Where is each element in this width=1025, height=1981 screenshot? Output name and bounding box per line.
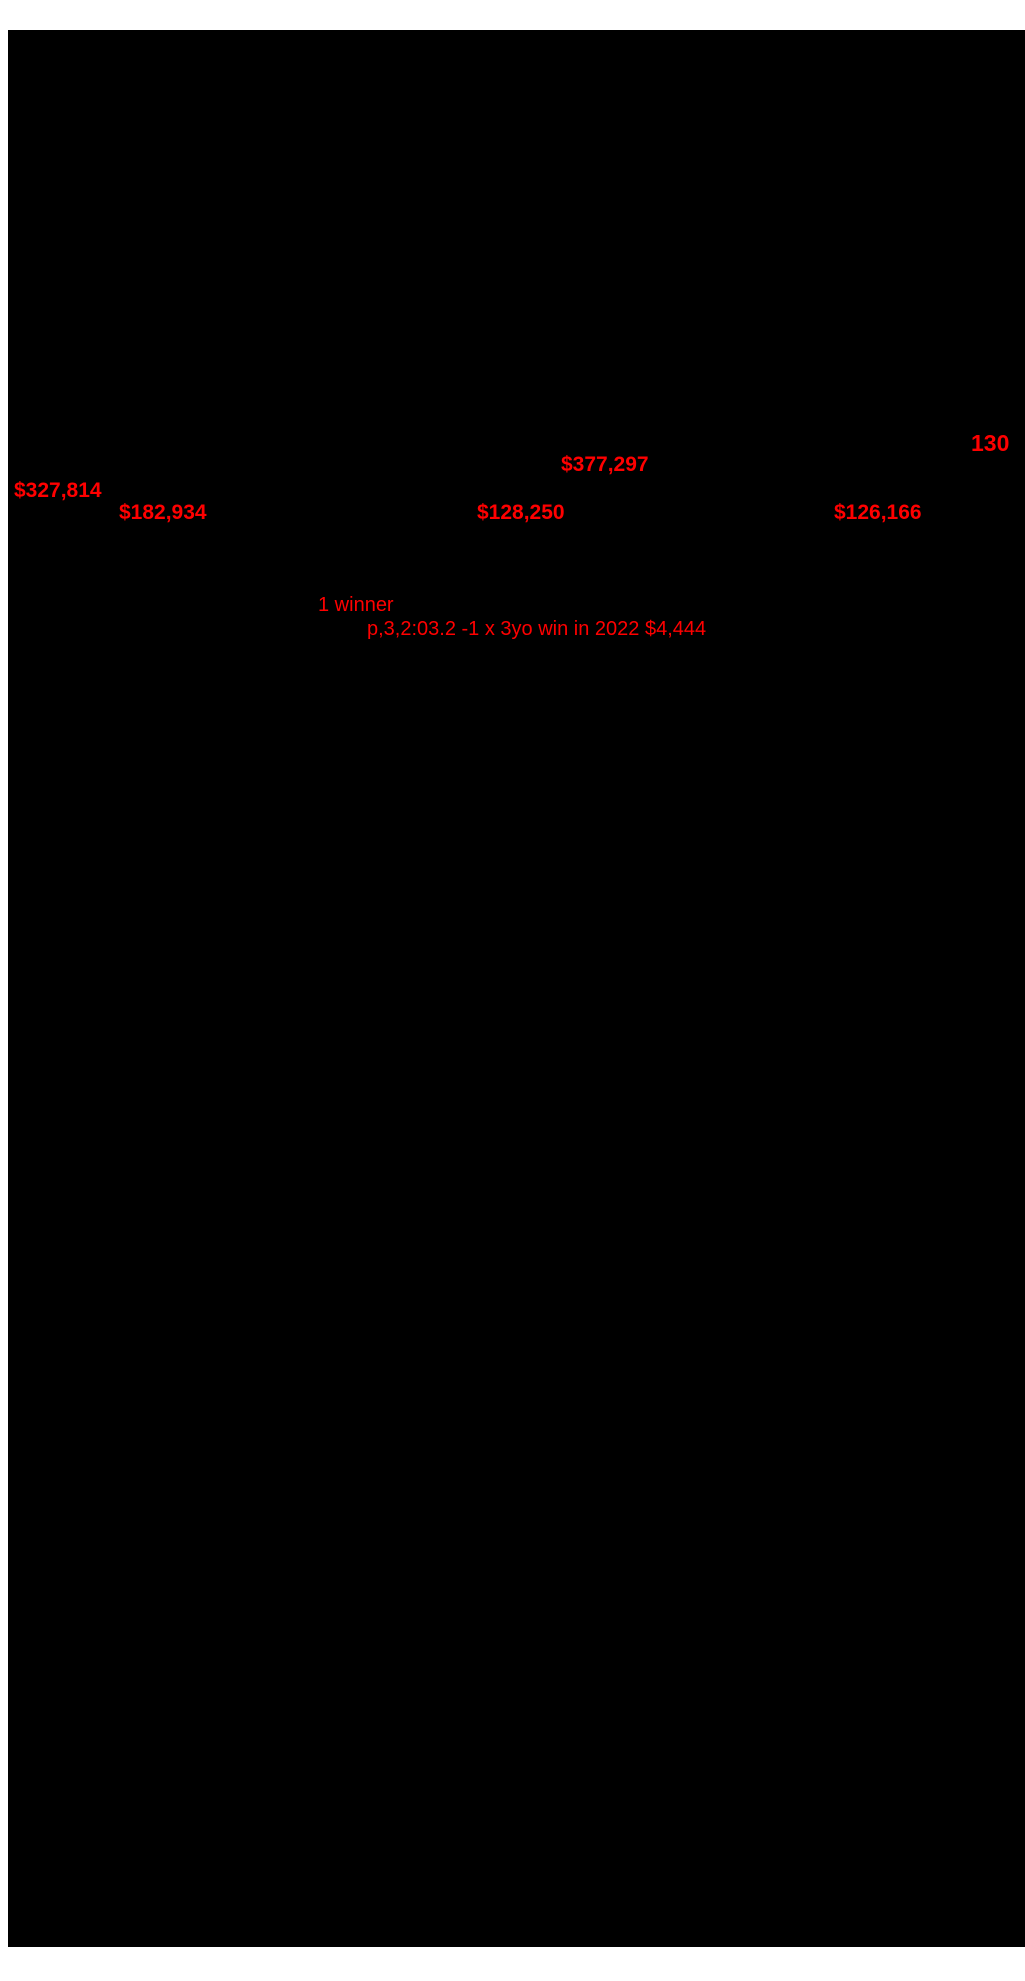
winner-detail-line: p,3,2:03.2 -1 x 3yo win in 2022 $4,444 xyxy=(367,618,707,640)
lot-number: 130 xyxy=(971,430,1010,456)
document-canvas xyxy=(8,30,1025,1947)
earnings-figure-left-upper: $327,814 xyxy=(14,479,102,502)
earnings-figure-center-lower: $128,250 xyxy=(477,501,565,524)
earnings-figure-left-lower: $182,934 xyxy=(119,501,207,524)
earnings-figure-right-lower: $126,166 xyxy=(834,501,922,524)
winners-count: 1 winner xyxy=(318,594,394,616)
earnings-figure-center-top: $377,297 xyxy=(561,453,649,476)
